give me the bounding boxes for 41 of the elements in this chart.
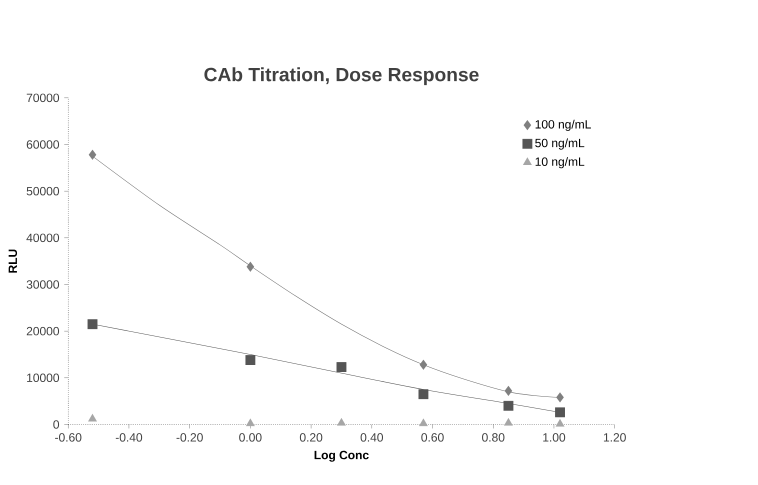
legend-label: 100 ng/mL bbox=[536, 120, 591, 131]
point bbox=[503, 400, 514, 411]
point bbox=[88, 150, 96, 160]
legend-label: 50 ng/mL bbox=[535, 138, 584, 150]
y-tick-label: 70000 bbox=[26, 94, 60, 102]
y-tick-label: 0 bbox=[53, 420, 60, 429]
y-tick-label: 60000 bbox=[26, 140, 60, 149]
point bbox=[420, 360, 428, 370]
point bbox=[88, 319, 98, 330]
point bbox=[504, 418, 513, 426]
point bbox=[246, 262, 254, 272]
y-tick-label: 20000 bbox=[26, 326, 60, 336]
y-axis-title: RLU bbox=[8, 250, 18, 273]
x-axis-title: Log Conc bbox=[314, 450, 369, 462]
point bbox=[418, 389, 428, 400]
x-tick-label: 0.00 bbox=[239, 433, 262, 442]
point bbox=[555, 407, 565, 418]
x-tick-label: 1.00 bbox=[543, 433, 566, 442]
y-tick-label: 10000 bbox=[27, 374, 60, 382]
x-tick-label: -0.40 bbox=[116, 433, 142, 442]
point bbox=[419, 418, 428, 426]
point bbox=[88, 414, 97, 422]
x-tick-label: -0.20 bbox=[176, 433, 203, 442]
point bbox=[336, 362, 346, 372]
x-tick-label: 0.20 bbox=[300, 433, 322, 442]
y-tick-label: 30000 bbox=[26, 280, 60, 289]
x-tick-label: 0.80 bbox=[482, 433, 504, 442]
x-tick-label: 1.20 bbox=[604, 433, 626, 442]
chart-title: CAb Titration, Dose Response bbox=[204, 67, 479, 86]
x-tick-label: -0.60 bbox=[55, 433, 82, 442]
point bbox=[556, 419, 564, 427]
x-tick-label: 0.60 bbox=[421, 433, 444, 442]
x-tick-label: 0.40 bbox=[360, 433, 384, 442]
point bbox=[556, 392, 564, 402]
legend-label: 10 ng/mL bbox=[536, 157, 584, 168]
point bbox=[246, 418, 255, 426]
y-tick-label: 40000 bbox=[26, 234, 60, 242]
point bbox=[245, 355, 256, 365]
point bbox=[337, 418, 346, 426]
y-tick-label: 50000 bbox=[26, 186, 60, 196]
point bbox=[504, 386, 512, 396]
